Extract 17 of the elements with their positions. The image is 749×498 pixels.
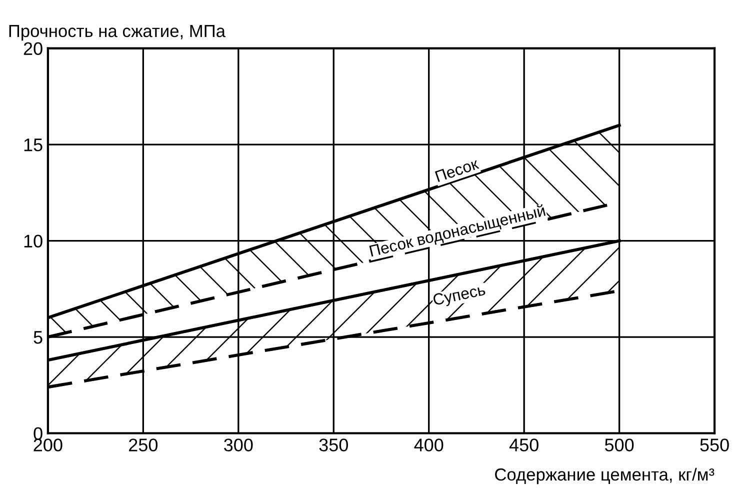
text: Песок (434, 158, 480, 182)
x-tick-label: 200 (34, 438, 62, 452)
x-axis-title: Содержание цемента, кг/м³ (495, 468, 714, 484)
x-tick-label: 450 (509, 438, 538, 452)
y-tick-label: 20 (24, 42, 42, 56)
x-tick-label: 300 (224, 438, 253, 452)
text: Супесь (432, 284, 486, 309)
y-tick-label: 5 (34, 331, 42, 344)
x-tick-label: 250 (129, 438, 158, 452)
x-tick-label: 350 (319, 438, 348, 452)
x-tick-label: 550 (700, 438, 729, 452)
x-tick-label: 500 (604, 438, 634, 452)
y-tick-label: 0 (34, 427, 42, 440)
y-axis-title: Прочность на сжатие, МПа (9, 25, 226, 41)
y-tick-label: 15 (24, 138, 42, 152)
x-tick-label: 400 (414, 438, 444, 452)
y-tick-label: 10 (24, 234, 42, 248)
